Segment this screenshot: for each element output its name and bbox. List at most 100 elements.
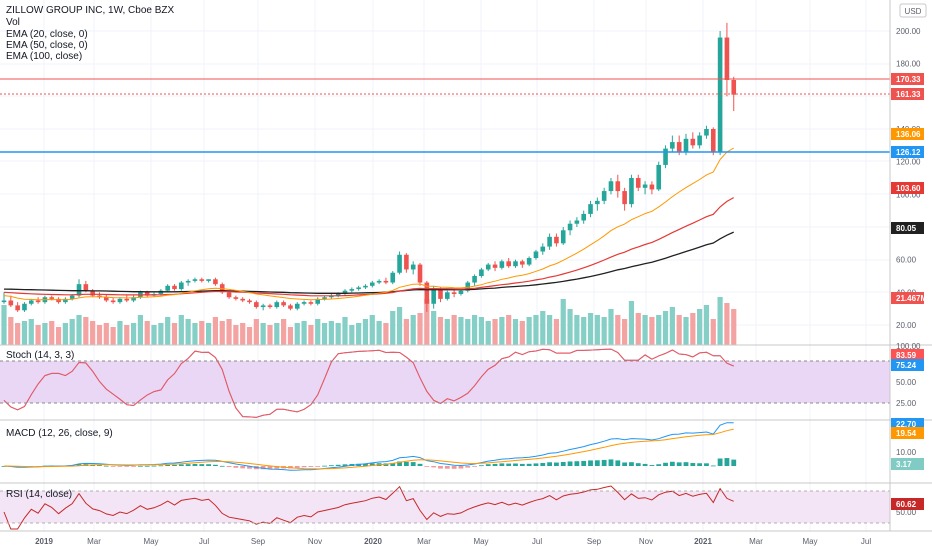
candle-body	[56, 298, 61, 303]
volume-bar	[315, 319, 321, 345]
legend-vol[interactable]: Vol	[6, 17, 20, 28]
macd-histogram-bar	[335, 464, 341, 466]
candle-body	[233, 297, 239, 299]
macd-histogram-bar	[76, 464, 82, 466]
volume-bar	[642, 315, 648, 345]
rsi-band	[0, 491, 890, 523]
candle-body	[533, 251, 539, 259]
rsi-line	[3, 485, 734, 530]
candle-body	[1, 300, 7, 303]
candle-body	[554, 236, 559, 244]
legend-ema100[interactable]: EMA (100, close)	[6, 51, 82, 62]
volume-bar	[8, 317, 14, 345]
candle-body	[124, 298, 130, 301]
price-badge	[891, 458, 924, 470]
macd-histogram-bar	[219, 465, 225, 467]
ema20-line	[3, 147, 734, 301]
candle-body	[206, 279, 211, 281]
macd-histogram-bar	[417, 463, 423, 466]
candle-body	[622, 191, 627, 205]
volume-bar	[615, 315, 621, 345]
ema100-line	[3, 231, 734, 294]
macd-histogram-bar	[403, 461, 409, 466]
candle-body	[574, 220, 580, 224]
volume-bar	[458, 317, 464, 345]
macd-histogram-bar	[247, 466, 252, 469]
volume-bar	[356, 323, 362, 345]
macd-histogram-bar	[274, 466, 280, 469]
stoch-band	[0, 361, 890, 403]
symbol-title[interactable]: ZILLOW GROUP INC, 1W, Cboe BZX	[6, 5, 175, 16]
macd-histogram-bar	[601, 459, 607, 466]
volume-bar	[21, 321, 28, 345]
macd-histogram-bar	[622, 462, 628, 466]
volume-bar	[117, 321, 123, 345]
macd-label[interactable]: MACD (12, 26, close, 9)	[6, 428, 113, 439]
candle-body	[117, 298, 123, 303]
candle-body	[717, 37, 723, 152]
volume-bar	[171, 323, 178, 345]
price-tick-label: 180.00	[896, 60, 921, 69]
time-tick-label: Sep	[251, 537, 266, 546]
candle-body	[15, 305, 20, 311]
macd-histogram-bar	[144, 465, 150, 467]
candle-body	[356, 287, 361, 290]
volume-bar	[219, 321, 225, 345]
candle-body	[390, 272, 396, 283]
time-axis[interactable]: 2019 Mar May Jul Sep Nov 2020 Mar May Jul Sep Nov 20…	[35, 537, 871, 546]
volume-bar	[321, 323, 328, 345]
volume-bar	[567, 309, 573, 345]
volume-bar	[15, 323, 21, 345]
candle-body	[472, 276, 477, 283]
macd-histogram-bar	[594, 460, 600, 466]
macd-histogram-bar	[513, 463, 518, 466]
volume-bar	[622, 319, 628, 345]
macd-histogram-bar	[615, 460, 621, 466]
candle-body	[438, 289, 443, 299]
macd-histogram-bar	[642, 463, 648, 466]
price-tick-label: 200.00	[896, 27, 921, 36]
rsi-label[interactable]: RSI (14, close)	[6, 489, 72, 500]
legend-ema50[interactable]: EMA (50, close, 0)	[6, 40, 88, 51]
price-badge	[891, 88, 924, 100]
legend-ema20[interactable]: EMA (20, close, 0)	[6, 29, 88, 40]
volume-bar	[581, 317, 587, 345]
macd-histogram-bar	[369, 463, 375, 466]
candle-body	[329, 295, 334, 298]
stoch-label[interactable]: Stoch (14, 3, 3)	[6, 350, 74, 361]
macd-histogram-bar	[233, 466, 239, 468]
volume-bar	[287, 327, 294, 345]
candle-body	[567, 223, 573, 231]
macd-histogram-bar	[328, 465, 334, 467]
price-badge	[891, 427, 924, 439]
time-tick-label: Jul	[861, 537, 871, 546]
macd-histogram-bar	[308, 466, 314, 467]
volume-bar	[465, 319, 471, 345]
volume-bar	[260, 323, 266, 345]
price-badge	[891, 182, 924, 194]
macd-histogram-bar	[560, 461, 566, 466]
price-badge	[891, 146, 924, 158]
macd-histogram-bar	[540, 463, 546, 466]
volume-bar	[308, 325, 314, 345]
candle-body	[179, 282, 184, 290]
volume-bar	[492, 319, 498, 345]
price-tick-label: 20.00	[896, 321, 917, 330]
candle-body	[704, 129, 709, 136]
macd-histogram-bar	[288, 466, 293, 469]
volume-bar	[83, 317, 89, 345]
candle-body	[8, 300, 14, 306]
volume-bar	[240, 323, 246, 345]
macd-histogram-bar	[383, 463, 389, 466]
candle-body	[83, 284, 89, 291]
candle-body	[547, 236, 552, 247]
currency-button[interactable]	[899, 3, 927, 18]
time-tick-label: Nov	[639, 537, 653, 546]
macd-histogram-bar	[683, 462, 689, 466]
candle-body	[595, 200, 600, 205]
candle-body	[213, 279, 218, 285]
volume-bar	[151, 325, 157, 345]
candle-body	[267, 305, 273, 308]
volume-bar	[328, 321, 334, 345]
macd-histogram-bar	[519, 463, 525, 466]
